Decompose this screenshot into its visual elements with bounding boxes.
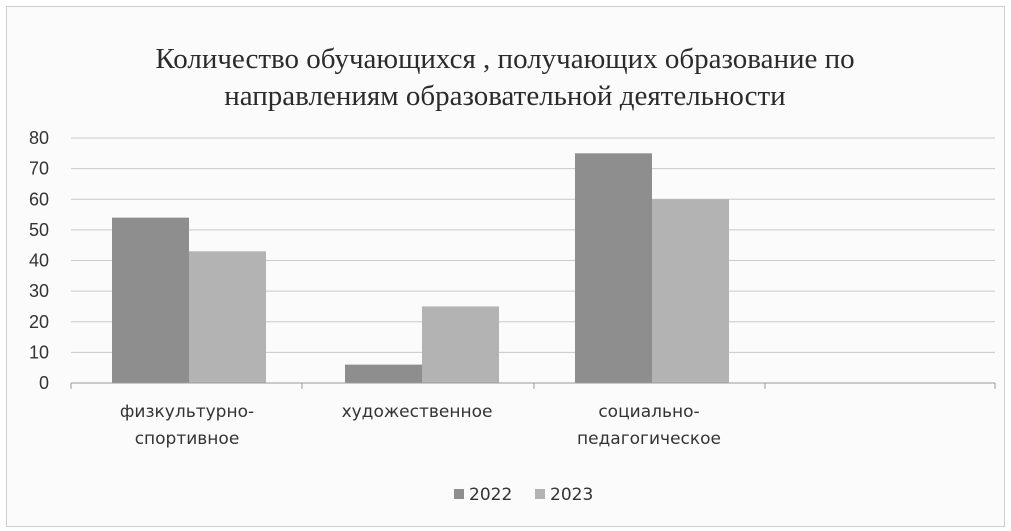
y-tick-label: 10 xyxy=(29,342,49,362)
legend-label: 2023 xyxy=(550,485,593,505)
bar-2022-3 xyxy=(575,153,652,383)
category-label: художественное xyxy=(342,402,493,422)
category-label: педагогическое xyxy=(577,429,721,449)
x-axis xyxy=(70,382,996,389)
chart-frame: Количество обучающихся , получающих обра… xyxy=(6,6,1005,527)
category-labels: физкультурно-спортивное художественное соц… xyxy=(120,402,721,449)
bar-2023-1 xyxy=(189,251,266,383)
y-tick-label: 50 xyxy=(29,220,49,240)
legend-label: 2022 xyxy=(469,485,512,505)
y-tick-label: 20 xyxy=(29,312,49,332)
y-tick-label: 70 xyxy=(29,159,49,179)
bar-2022-2 xyxy=(345,364,422,383)
y-tick-label: 30 xyxy=(29,281,49,301)
y-tick-label: 60 xyxy=(29,189,49,209)
y-tick-label: 80 xyxy=(29,128,49,148)
y-axis-ticks: 0 10 20 30 40 50 60 70 80 xyxy=(29,128,49,393)
legend: 2022 2023 xyxy=(454,485,593,505)
bar-2022-1 xyxy=(112,217,189,383)
chart-title-line: направлениям образовательной деятельност… xyxy=(224,80,785,112)
y-tick-label: 40 xyxy=(29,251,49,271)
bars xyxy=(112,153,729,383)
bar-2023-2 xyxy=(422,306,499,383)
chart-title: Количество обучающихся , получающих обра… xyxy=(155,43,854,112)
legend-swatch-2022 xyxy=(454,489,464,499)
category-label: социально- xyxy=(598,402,699,422)
bar-2023-3 xyxy=(652,199,729,383)
y-tick-label: 0 xyxy=(39,373,49,393)
category-label: физкультурно- xyxy=(120,402,254,422)
category-label: спортивное xyxy=(135,429,240,449)
chart-title-line: Количество обучающихся , получающих обра… xyxy=(155,43,854,75)
legend-swatch-2023 xyxy=(535,489,545,499)
bar-chart: Количество обучающихся , получающих обра… xyxy=(29,43,996,505)
